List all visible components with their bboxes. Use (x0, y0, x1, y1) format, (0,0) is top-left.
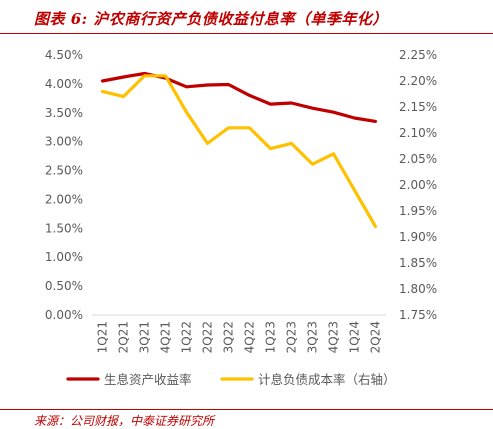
left-tick-label: 3.50% (45, 106, 83, 120)
x-tick-label: 1Q23 (264, 321, 278, 353)
chart-area: 0.00% 0.50% 1.00% 1.50% 2.00% 2.50% 3.00% 3.50%… (45, 48, 437, 387)
left-tick-label: 0.50% (45, 279, 83, 293)
series-line-0 (100, 71, 378, 124)
left-tick-label: 2.00% (45, 192, 83, 206)
right-tick-label: 2.25% (399, 48, 437, 62)
left-tick-label: 2.50% (45, 164, 83, 178)
right-tick-label: 2.10% (399, 126, 437, 140)
right-tick-label: 1.75% (399, 308, 437, 322)
x-axis: 1Q21 2Q21 3Q21 4Q21 1Q22 2Q22 3Q22 4Q22 1Q23 2Q23… (96, 321, 383, 353)
x-tick-label: 2Q21 (117, 321, 131, 353)
x-tick-label: 4Q22 (243, 321, 257, 353)
x-tick-label: 1Q24 (348, 321, 362, 353)
x-tick-label: 4Q21 (159, 321, 173, 353)
right-tick-label: 2.20% (399, 74, 437, 88)
left-axis: 0.00% 0.50% 1.00% 1.50% 2.00% 2.50% 3.00% 3.50%… (45, 48, 83, 322)
x-tick-label: 1Q21 (96, 321, 110, 353)
series-lines (100, 71, 378, 229)
top-rule (0, 33, 493, 34)
legend-label-0: 生息资产收益率 (104, 372, 192, 387)
x-tick-label: 2Q24 (369, 321, 383, 353)
right-tick-label: 2.05% (399, 152, 437, 166)
right-tick-label: 1.95% (399, 204, 437, 218)
x-tick-label: 1Q22 (180, 321, 194, 353)
bottom-rule (0, 409, 493, 410)
legend: 生息资产收益率 计息负债成本率（右轴） (66, 372, 396, 387)
x-tick-label: 2Q23 (285, 321, 299, 353)
right-tick-label: 1.80% (399, 282, 437, 296)
source-note: 来源：公司财报，中泰证券研究所 (34, 414, 215, 428)
x-tick-label: 2Q22 (201, 321, 215, 353)
x-tick-label: 3Q21 (138, 321, 152, 353)
left-tick-label: 0.00% (45, 308, 83, 322)
right-axis: 1.75% 1.80% 1.85% 1.90% 1.95% 2.00% 2.05% 2.10%… (399, 48, 437, 322)
series-line-1 (100, 74, 378, 229)
right-tick-label: 2.15% (399, 100, 437, 114)
left-tick-label: 4.00% (45, 77, 83, 91)
right-tick-label: 1.90% (399, 230, 437, 244)
x-tick-label: 4Q23 (327, 321, 341, 353)
left-tick-label: 3.00% (45, 135, 83, 149)
title-bar: 图表 6: 沪农商行资产负债收益付息率（单季年化） (0, 0, 493, 34)
chart-title: 图表 6: 沪农商行资产负债收益付息率（单季年化） (34, 10, 388, 28)
right-tick-label: 1.85% (399, 256, 437, 270)
right-tick-label: 2.00% (399, 178, 437, 192)
left-tick-label: 4.50% (45, 48, 83, 62)
x-tick-label: 3Q22 (222, 321, 236, 353)
left-tick-label: 1.50% (45, 221, 83, 235)
left-tick-label: 1.00% (45, 250, 83, 264)
x-tick-label: 3Q23 (306, 321, 320, 353)
legend-label-1: 计息负债成本率（右轴） (258, 372, 396, 387)
